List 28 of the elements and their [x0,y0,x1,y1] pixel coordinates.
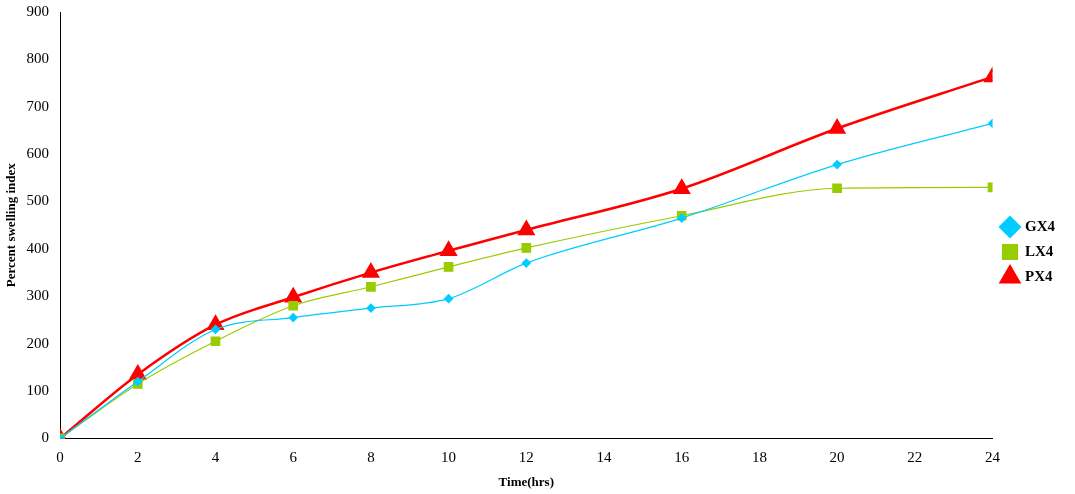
x-tick-label: 2 [134,449,142,466]
y-tick-label: 0 [41,429,50,446]
x-tick-label: 24 [985,449,1001,466]
x-tick-label: 16 [674,449,690,466]
legend-label: GX4 [1025,217,1056,234]
y-tick-label: 800 [26,50,50,67]
legend-label: LX4 [1025,242,1054,259]
y-tick-label: 200 [26,334,50,351]
x-tick-label: 0 [56,449,64,466]
x-tick-label: 18 [751,449,767,466]
y-tick-label: 400 [26,239,50,256]
x-tick-label: 8 [367,449,375,466]
x-tick-label: 4 [211,449,220,466]
x-tick-label: 12 [518,449,534,466]
y-tick-label: 100 [26,381,50,398]
x-tick-label: 14 [596,449,612,466]
x-tick-label: 22 [907,449,923,466]
y-tick-label: 700 [26,97,50,114]
x-tick-label: 20 [829,449,845,466]
y-tick-label: 500 [26,192,50,209]
y-tick-label: 900 [26,2,50,19]
x-tick-label: 6 [289,449,298,466]
y-tick-label: 600 [26,145,50,162]
legend-label: PX4 [1025,267,1053,284]
y-tick-label: 300 [26,287,50,304]
x-axis-title: Time(hrs) [498,473,554,489]
x-tick-label: 10 [441,449,457,466]
y-axis-title: Percent swelling index [3,162,19,288]
